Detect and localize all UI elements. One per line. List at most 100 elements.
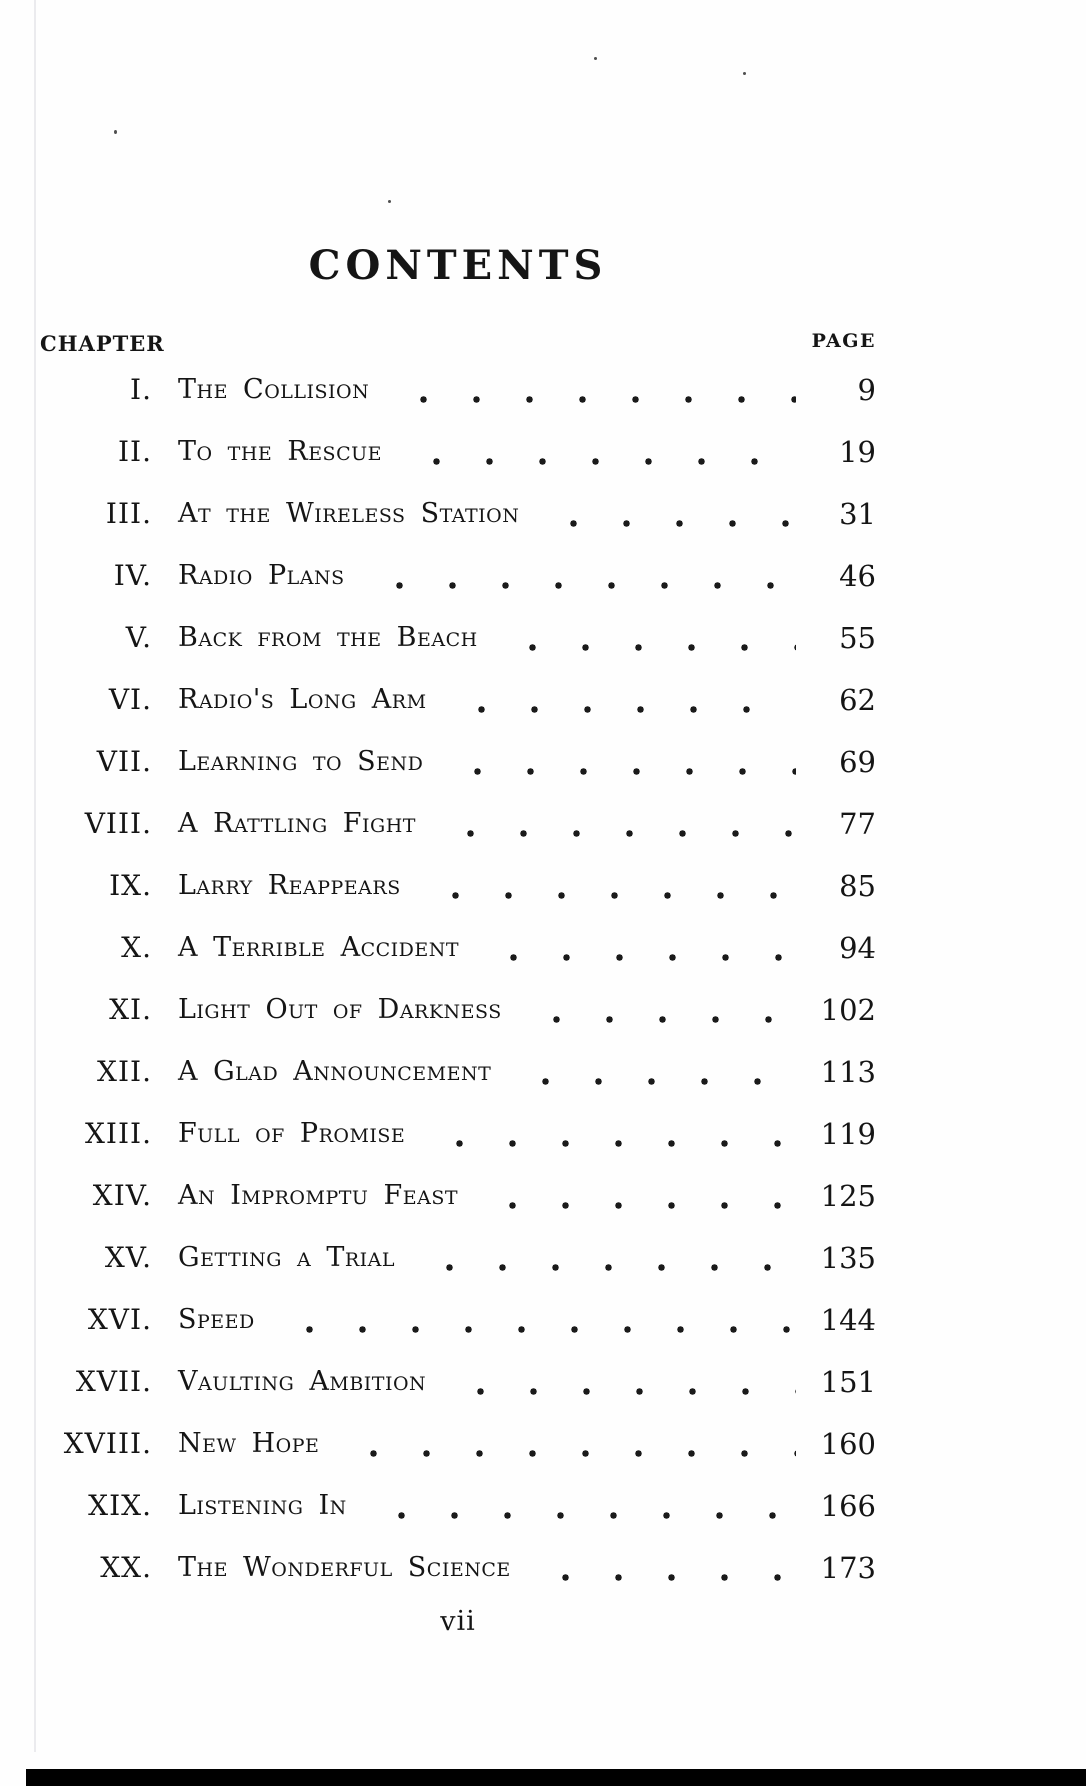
toc-entry: VI. Radio's Long Arm 62 <box>40 669 876 731</box>
chapter-numeral: I. <box>130 373 152 406</box>
chapter-numeral: XVII. <box>75 1365 152 1398</box>
toc-entry: XVII. Vaulting Ambition 151 <box>40 1351 876 1413</box>
dot-leader <box>339 1413 796 1475</box>
chapter-numeral: II. <box>117 435 152 468</box>
scan-speck <box>388 200 391 203</box>
chapter-column-header: CHAPTER <box>40 331 165 356</box>
page-number: 46 <box>839 559 876 593</box>
page-number: 69 <box>839 745 876 779</box>
scan-speck <box>743 72 746 75</box>
dot-leader <box>497 607 796 669</box>
chapter-title: Vaulting Ambition <box>178 1366 427 1397</box>
chapter-numeral: V. <box>125 621 152 654</box>
toc-entry: V. Back from the Beach 55 <box>40 607 876 669</box>
toc-entry: VIII. A Rattling Fight 77 <box>40 793 876 855</box>
toc-entry: XVIII. New Hope 160 <box>40 1413 876 1475</box>
dot-leader <box>446 669 796 731</box>
chapter-title: A Rattling Fight <box>178 808 416 839</box>
dot-leader <box>539 483 796 545</box>
toc-entry: XIV. An Impromptu Feast 125 <box>40 1165 876 1227</box>
toc-entry: II. To the Rescue 19 <box>40 421 876 483</box>
toc-entry: XI. Light Out of Darkness 102 <box>40 979 876 1041</box>
dot-leader <box>478 1165 796 1227</box>
chapter-title: Getting a Trial <box>178 1242 395 1273</box>
toc-entry: XX. The Wonderful Science 173 <box>40 1537 876 1599</box>
page-number: 135 <box>820 1241 876 1275</box>
chapter-numeral: XI. <box>109 993 152 1026</box>
chapter-numeral: VII. <box>96 745 152 778</box>
chapter-title: Speed <box>178 1304 255 1335</box>
toc-entry: XVI. Speed 144 <box>40 1289 876 1351</box>
chapter-numeral: XIX. <box>88 1489 152 1522</box>
dot-leader <box>364 545 796 607</box>
scan-speck <box>594 57 597 60</box>
chapter-numeral: XVIII. <box>63 1427 152 1460</box>
chapter-title: Listening In <box>178 1490 347 1521</box>
page-edge-scan-line <box>34 0 36 1752</box>
chapter-numeral: XV. <box>104 1241 152 1274</box>
page-title: CONTENTS <box>308 242 608 289</box>
chapter-title: Radio's Long Arm <box>178 684 427 715</box>
dot-leader <box>530 1537 796 1599</box>
chapter-numeral: XX. <box>100 1551 152 1584</box>
chapter-numeral: III. <box>105 497 152 530</box>
chapter-title: The Collision <box>178 374 370 405</box>
chapter-numeral: XIII. <box>84 1117 152 1150</box>
page-number: 77 <box>839 807 876 841</box>
dot-leader <box>366 1475 796 1537</box>
page-number: 160 <box>820 1427 876 1461</box>
toc-entry: XII. A Glad Announcement 113 <box>40 1041 876 1103</box>
toc-entry: IX. Larry Reappears 85 <box>40 855 876 917</box>
page-number: 85 <box>839 869 876 903</box>
page-number: 166 <box>820 1489 876 1523</box>
chapter-numeral: IV. <box>113 559 152 592</box>
chapter-title: Full of Promise <box>178 1118 406 1149</box>
toc-entry: XIII. Full of Promise 119 <box>40 1103 876 1165</box>
chapter-numeral: XII. <box>97 1055 152 1088</box>
dot-leader <box>443 731 796 793</box>
page-number: 119 <box>820 1117 876 1151</box>
dot-leader <box>420 855 796 917</box>
column-headers: CHAPTER PAGE <box>40 330 876 356</box>
chapter-title: A Glad Announcement <box>178 1056 492 1087</box>
chapter-numeral: IX. <box>109 869 152 902</box>
page-number: 94 <box>839 931 876 965</box>
dot-leader <box>479 917 796 979</box>
chapter-numeral: VI. <box>108 683 152 716</box>
dot-leader <box>402 421 796 483</box>
toc-entry: X. A Terrible Accident 94 <box>40 917 876 979</box>
toc-entry: XIX. Listening In 166 <box>40 1475 876 1537</box>
chapter-numeral: XVI. <box>87 1303 152 1336</box>
dot-leader <box>389 359 796 421</box>
page-column-header: PAGE <box>811 330 876 352</box>
dot-leader <box>415 1227 796 1289</box>
page-number: 102 <box>820 993 876 1027</box>
page-number: 144 <box>820 1303 876 1337</box>
chapter-title: Radio Plans <box>178 560 345 591</box>
dot-leader <box>511 1041 796 1103</box>
toc-entry: IV. Radio Plans 46 <box>40 545 876 607</box>
chapter-title: The Wonderful Science <box>178 1552 511 1583</box>
page-number: 9 <box>857 373 876 407</box>
page-number: 113 <box>820 1055 876 1089</box>
page-number: 62 <box>839 683 876 717</box>
dot-leader <box>274 1289 796 1351</box>
toc-entry: I. The Collision 9 <box>40 359 876 421</box>
page-number: 125 <box>820 1179 876 1213</box>
dot-leader <box>446 1351 796 1413</box>
chapter-title: Learning to Send <box>178 746 424 777</box>
chapter-title: Light Out of Darkness <box>178 994 502 1025</box>
chapter-title: To the Rescue <box>178 436 382 467</box>
chapter-title: At the Wireless Station <box>178 498 520 529</box>
scan-speck <box>114 130 117 134</box>
chapter-title: An Impromptu Feast <box>178 1180 459 1211</box>
toc-content: CONTENTS CHAPTER PAGE I. The Collision 9 II… <box>40 0 876 1639</box>
page-number: 55 <box>839 621 876 655</box>
folio-page-number: vii <box>440 1606 476 1637</box>
scanner-edge-bar <box>26 1769 1086 1786</box>
toc-entry: III. At the Wireless Station 31 <box>40 483 876 545</box>
page-number: 31 <box>839 497 876 531</box>
toc-entry: VII. Learning to Send 69 <box>40 731 876 793</box>
chapter-title: Larry Reappears <box>178 870 401 901</box>
